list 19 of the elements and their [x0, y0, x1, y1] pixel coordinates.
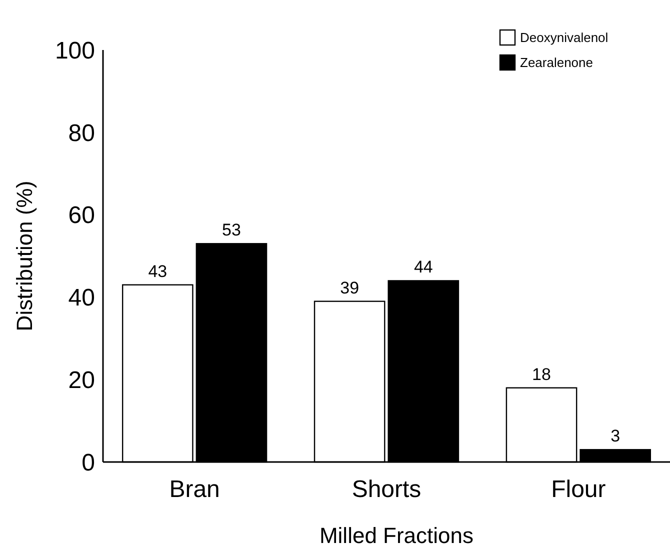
y-tick-label: 80 — [68, 120, 95, 147]
y-axis-title: Distribution (%) — [12, 180, 37, 332]
y-tick-label: 20 — [68, 367, 95, 394]
y-tick-label: 100 — [54, 37, 95, 64]
legend-label: Deoxynivalenol — [520, 30, 608, 45]
y-tick-label: 0 — [82, 449, 95, 476]
x-tick-label: Shorts — [352, 476, 422, 503]
data-label: 18 — [532, 364, 551, 384]
y-tick-label: 60 — [68, 202, 95, 230]
x-tick-label: Flour — [551, 476, 606, 503]
legend-label: Zearalenone — [520, 55, 593, 70]
data-label: 44 — [414, 258, 433, 277]
x-tick-label: Bran — [169, 476, 220, 503]
data-label: 53 — [222, 220, 241, 240]
y-tick-label: 40 — [68, 284, 95, 312]
x-axis-title: Milled Fractions — [319, 523, 474, 548]
data-label: 43 — [148, 262, 168, 281]
data-label: 39 — [340, 278, 360, 298]
data-label: 3 — [610, 426, 620, 446]
